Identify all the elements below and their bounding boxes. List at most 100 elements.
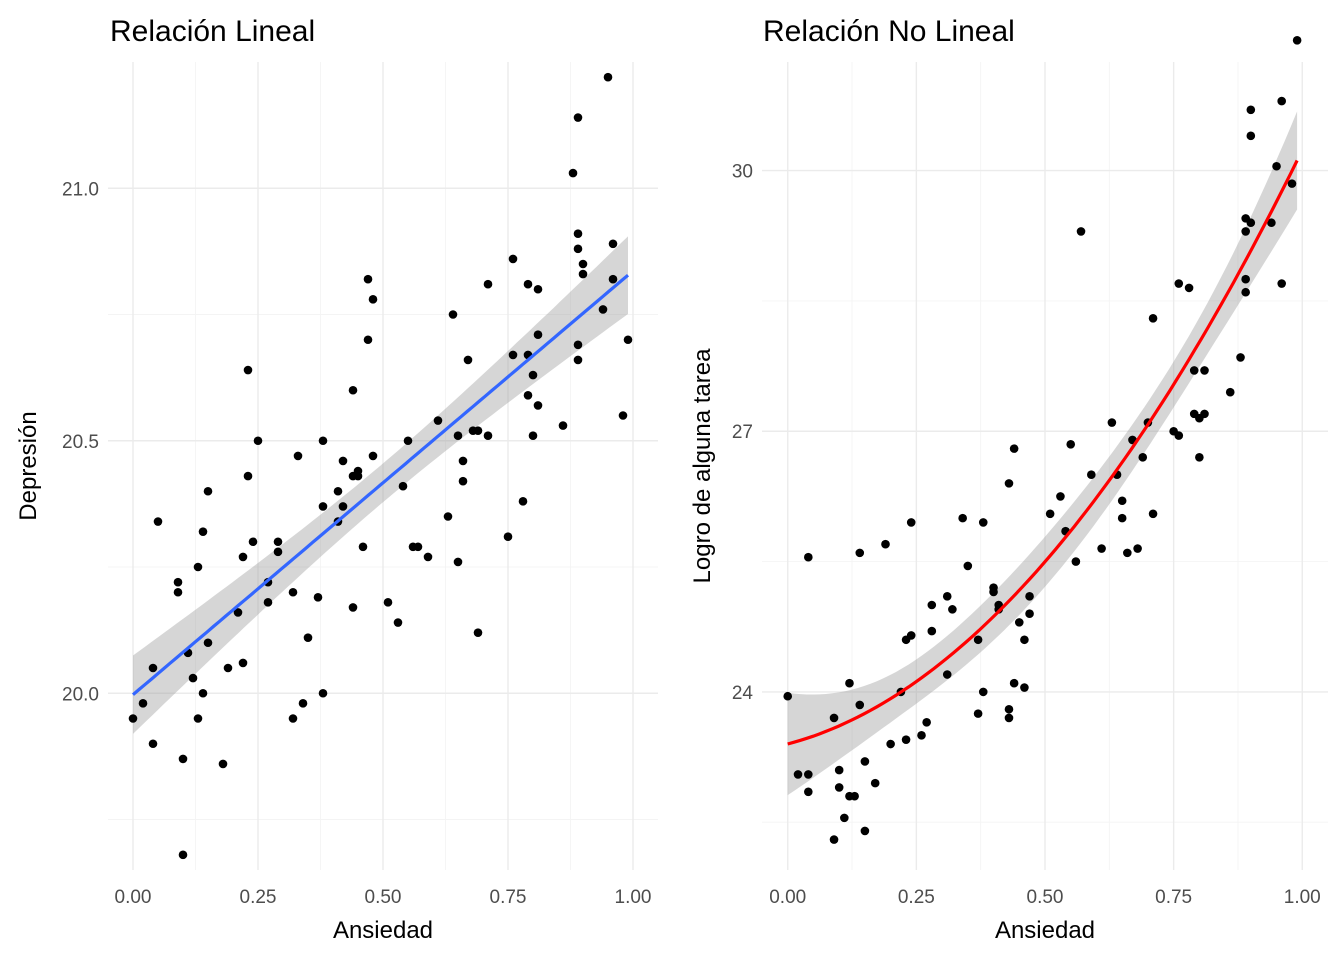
- data-point: [1123, 548, 1132, 558]
- data-point: [288, 714, 298, 723]
- data-point: [273, 547, 283, 557]
- data-point: [1148, 314, 1158, 323]
- data-point: [1277, 96, 1286, 106]
- data-point: [348, 603, 358, 612]
- data-point: [188, 673, 198, 683]
- y-tick-label: 21.0: [62, 179, 99, 200]
- data-point: [358, 542, 368, 552]
- data-point: [203, 486, 213, 496]
- data-point: [223, 663, 233, 673]
- data-point: [273, 537, 283, 547]
- x-tick-label: 0.50: [365, 887, 402, 908]
- x-tick-label: 0.75: [490, 887, 527, 908]
- data-point: [1241, 274, 1250, 284]
- x-axis-title: Ansiedad: [995, 917, 1095, 944]
- data-point: [1287, 179, 1297, 188]
- data-point: [942, 670, 952, 679]
- data-point: [508, 350, 518, 360]
- x-tick-label: 0.25: [898, 887, 935, 908]
- data-point: [443, 512, 453, 521]
- data-point: [578, 259, 588, 269]
- data-point: [128, 714, 138, 723]
- data-point: [886, 739, 895, 749]
- data-point: [855, 548, 865, 558]
- data-point: [518, 497, 528, 506]
- data-point: [834, 765, 844, 775]
- data-point: [178, 850, 188, 860]
- data-point: [448, 310, 458, 319]
- data-point: [793, 770, 803, 779]
- data-point: [178, 754, 188, 764]
- data-point: [198, 527, 208, 536]
- data-point: [804, 552, 813, 562]
- data-point: [1277, 279, 1286, 288]
- data-point: [363, 335, 373, 345]
- data-point: [973, 635, 983, 645]
- data-point: [473, 426, 483, 435]
- data-point: [318, 436, 328, 446]
- data-point: [338, 456, 348, 466]
- data-point: [528, 431, 538, 441]
- data-point: [1184, 283, 1194, 293]
- data-point: [393, 618, 403, 627]
- y-axis-title: Logro de alguna tarea: [689, 348, 716, 584]
- data-point: [1025, 592, 1034, 601]
- data-point: [173, 587, 183, 597]
- data-point: [942, 592, 952, 601]
- data-point: [783, 691, 793, 701]
- data-point: [623, 335, 633, 345]
- data-point: [958, 513, 967, 523]
- data-point: [927, 600, 937, 610]
- data-point: [1009, 444, 1019, 453]
- y-tick-label: 30: [732, 162, 753, 183]
- data-point: [198, 688, 208, 698]
- data-point: [253, 436, 263, 446]
- data-point: [927, 626, 937, 636]
- data-point: [1025, 609, 1034, 618]
- data-point: [1076, 227, 1086, 236]
- plot-title: Relación Lineal: [110, 15, 315, 48]
- data-point: [1009, 678, 1019, 688]
- y-tick-label: 20.5: [62, 432, 99, 453]
- data-point: [989, 587, 998, 597]
- data-point: [338, 502, 348, 511]
- x-tick-label: 0.50: [1027, 887, 1064, 908]
- data-point: [1148, 509, 1158, 519]
- data-point: [398, 481, 408, 491]
- data-point: [1056, 492, 1065, 501]
- data-point: [413, 542, 423, 552]
- plot-title: Relación No Lineal: [763, 15, 1015, 48]
- data-point: [243, 471, 253, 481]
- data-point: [1138, 453, 1148, 462]
- data-point: [293, 451, 303, 461]
- data-point: [948, 605, 957, 614]
- data-point: [1117, 513, 1127, 523]
- data-point: [248, 537, 258, 547]
- data-point: [804, 787, 813, 797]
- data-point: [1200, 409, 1209, 419]
- data-point: [1246, 105, 1256, 115]
- data-point: [318, 688, 328, 698]
- fit-line: [787, 159, 1299, 746]
- data-point: [193, 714, 203, 723]
- y-tick-label: 20.0: [62, 684, 99, 705]
- data-point: [243, 365, 253, 375]
- data-point: [901, 735, 911, 744]
- data-point: [881, 539, 890, 549]
- data-point: [148, 739, 158, 749]
- data-point: [1066, 439, 1076, 449]
- data-point: [298, 699, 308, 708]
- data-point: [423, 552, 433, 562]
- data-point: [1267, 218, 1276, 228]
- data-point: [263, 598, 273, 607]
- data-point: [573, 340, 583, 350]
- data-point: [845, 678, 854, 688]
- data-point: [1195, 453, 1204, 462]
- data-point: [860, 826, 870, 836]
- fit-line: [131, 273, 630, 696]
- data-point: [855, 700, 865, 710]
- data-point: [558, 421, 568, 430]
- data-point: [1225, 387, 1235, 397]
